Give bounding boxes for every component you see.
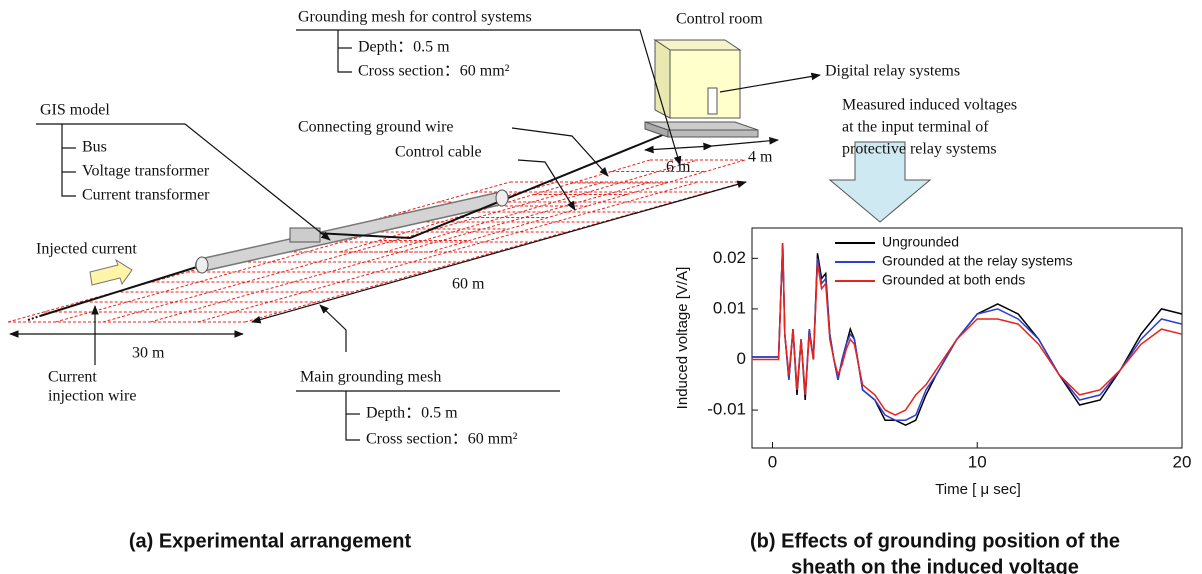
bracket [338,30,352,72]
leader [320,305,346,352]
label: Digital relay systems [825,63,960,80]
bracket [62,124,76,196]
dimension [645,146,712,150]
y-tick-label: 0 [737,349,746,368]
label: Connecting ground wire [298,119,454,136]
current-arrow [90,260,132,285]
label: injection wire [48,388,136,405]
label: Current [48,369,97,386]
label: Current transformer [82,187,210,204]
y-axis-label: Induced voltage [V/A] [674,267,691,410]
x-axis-label: Time [ μ sec] [935,481,1021,498]
leader [512,128,608,176]
label: Cross section：60 mm² [358,63,510,80]
label: protective relay systems [842,141,997,158]
label: Control cable [395,144,482,161]
caption: (a) Experimental arrangement [129,530,412,552]
bracket [346,391,360,440]
label: Bus [82,139,107,156]
injection-wire-dash [28,316,40,320]
x-tick-label: 0 [768,452,777,471]
label: Depth：0.5 m [358,39,450,56]
x-tick-label: 20 [1173,452,1192,471]
label: 6 m [666,159,691,176]
gis-end [196,257,208,273]
figure: Grounding mesh for control systems Depth… [0,0,1202,574]
label: GIS model [40,102,110,119]
gis-end [496,190,508,206]
label: Control room [676,11,763,28]
legend-label: Grounded at the relay systems [882,253,1073,269]
label: 60 m [452,276,485,293]
transformer [290,228,320,242]
relay-box [708,88,717,114]
dimension [712,140,778,146]
label: Depth：0.5 m [366,405,458,422]
label: Grounding mesh for control systems [298,9,532,26]
leader [185,124,330,240]
y-tick-label: 0.01 [713,298,746,317]
label: Voltage transformer [82,163,210,180]
chart: Time [ μ sec] Induced voltage [V/A] 0.02… [674,228,1191,498]
caption: (b) Effects of grounding position of the [750,530,1120,552]
label: 30 m [132,345,165,362]
label: Injected current [36,241,137,258]
y-tick-label: -0.01 [707,400,746,419]
room-front [670,50,740,118]
mesh-line [385,160,698,252]
label: Main grounding mesh [300,369,441,386]
label: 4 m [748,149,773,166]
base-plate-front [668,130,758,137]
label: Cross section：60 mm² [366,431,518,448]
label: Measured induced voltages [842,97,1017,114]
label: at the input terminal of [842,119,989,136]
x-tick-label: 10 [968,452,987,471]
y-tick-label: 0.02 [713,248,746,267]
diagram-layout [8,132,745,322]
legend-label: Grounded at both ends [882,272,1025,288]
legend-label: Ungrounded [882,234,959,250]
caption: sheath on the induced voltage [791,556,1079,574]
